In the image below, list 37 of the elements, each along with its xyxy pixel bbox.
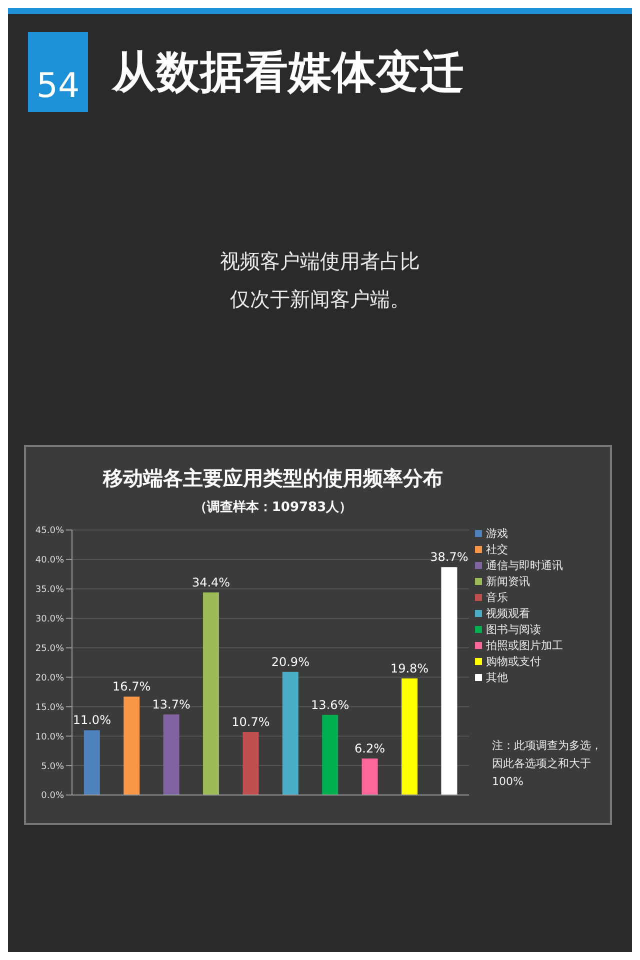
legend-label: 购物或支付 xyxy=(486,655,541,668)
y-tick-label: 40.0% xyxy=(35,556,64,566)
text: 视频客户端使用者占比 xyxy=(219,248,421,275)
y-tick-label: 0.0% xyxy=(41,791,64,802)
data-label: 13.6% xyxy=(311,698,350,712)
legend-label: 拍照或图片加工 xyxy=(486,639,563,652)
data-label: 20.9% xyxy=(271,654,310,669)
data-label: 19.8% xyxy=(390,661,429,676)
legend-label: 游戏 xyxy=(486,527,508,540)
chart-title: 移动端各主要应用类型的使用频率分布 xyxy=(102,465,444,492)
data-label: 34.4% xyxy=(192,575,230,590)
y-tick-label: 15.0% xyxy=(35,702,64,713)
y-tick-label: 35.0% xyxy=(35,585,64,596)
data-label: 38.7% xyxy=(430,550,468,564)
data-label: 16.7% xyxy=(112,680,151,694)
y-tick-label: 25.0% xyxy=(35,644,64,654)
y-tick-label: 30.0% xyxy=(35,614,64,625)
text: 54 xyxy=(28,32,88,112)
legend-label: 视频观看 xyxy=(486,607,530,620)
data-label: 13.7% xyxy=(152,697,190,712)
data-label: 10.7% xyxy=(232,714,270,729)
text: 从数据看媒体变迁 xyxy=(112,46,464,100)
legend-label: 音乐 xyxy=(486,591,508,604)
y-tick-label: 20.0% xyxy=(35,673,64,684)
legend-label: 图书与阅读 xyxy=(486,623,541,636)
legend-label: 社交 xyxy=(486,543,508,556)
legend-label: 通信与即时通讯 xyxy=(486,559,563,572)
data-label: 6.2% xyxy=(354,741,386,756)
data-label: 11.0% xyxy=(72,713,111,728)
y-tick-label: 45.0% xyxy=(35,526,64,536)
y-tick-label: 10.0% xyxy=(35,732,64,742)
text: 仅次于新闻客户端。 xyxy=(229,286,411,313)
text: 注：此项调查为多选，因此各选项之和大于100% xyxy=(492,738,603,790)
legend-label: 其他 xyxy=(486,671,508,684)
chart-subtitle: （调查样本：109783人） xyxy=(192,499,354,516)
y-tick-label: 5.0% xyxy=(41,762,64,772)
legend-label: 新闻资讯 xyxy=(486,575,530,588)
